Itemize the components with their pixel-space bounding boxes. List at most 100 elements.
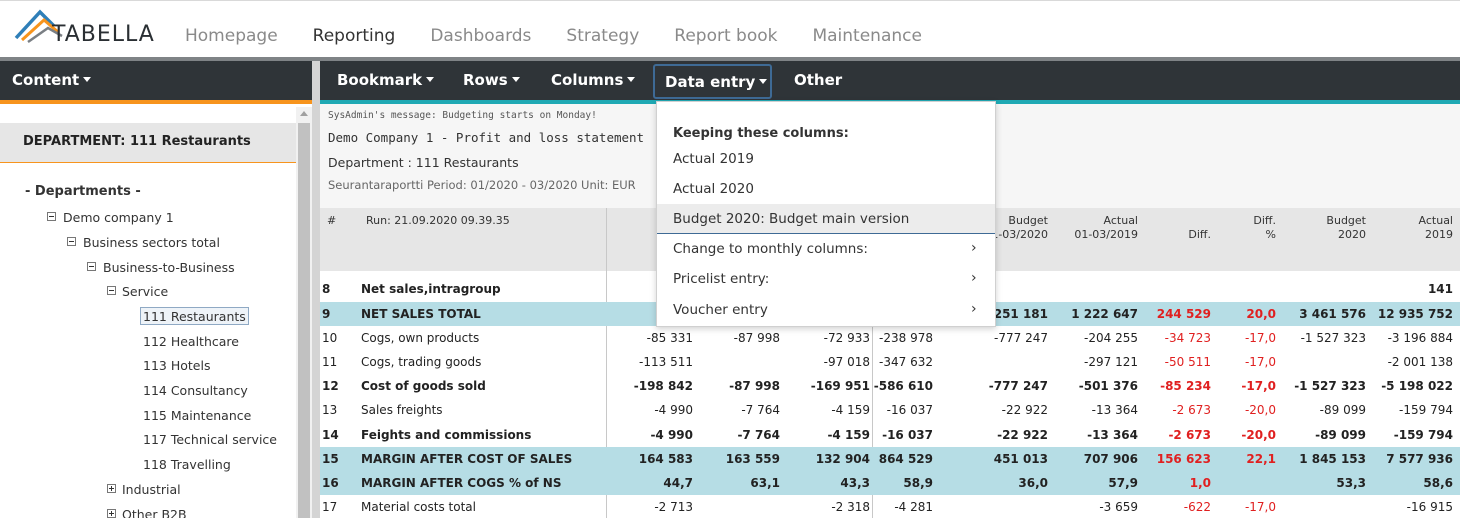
table-row[interactable]: 16 MARGIN AFTER COGS % of NS 44,7 63,1 43,3 5…	[320, 471, 1460, 495]
nav-report-book[interactable]: Report book	[674, 26, 778, 46]
table-cell: -2 673	[1172, 403, 1211, 417]
row-code: 15	[322, 452, 339, 466]
content-menu-button[interactable]: Content	[12, 71, 92, 89]
collapse-icon[interactable]	[87, 262, 96, 271]
collapse-icon[interactable]	[67, 237, 76, 246]
expand-icon[interactable]	[107, 509, 116, 518]
tree-item-unit[interactable]: 113 Hotels	[143, 358, 211, 373]
chevron-right-icon: ›	[971, 240, 977, 256]
table-row[interactable]: 13 Sales freights -4 990 -7 764 -4 159 -16 03…	[320, 398, 1460, 422]
nav-maintenance[interactable]: Maintenance	[812, 26, 922, 46]
table-cell: -169 951	[810, 379, 870, 393]
tree-item-industrial[interactable]: Industrial	[122, 482, 181, 497]
tree-item-unit[interactable]: 117 Technical service	[143, 432, 277, 447]
chevron-right-icon: ›	[971, 270, 977, 286]
header-actual-year-line2: 2019	[1425, 228, 1453, 241]
table-row[interactable]: 14 Feights and commissions -4 990 -7 764 -4 …	[320, 423, 1460, 447]
sidebar-scroll-thumb[interactable]	[298, 123, 310, 518]
table-cell: -16 915	[1406, 500, 1453, 514]
scroll-up-icon[interactable]	[300, 111, 308, 116]
tree-item-unit[interactable]: 114 Consultancy	[143, 383, 248, 398]
data-entry-label: Data entry	[665, 73, 756, 91]
table-cell: 58,9	[903, 476, 933, 490]
tree-root-departments[interactable]: - Departments -	[25, 184, 141, 199]
table-row[interactable]: 10 Cogs, own products -85 331 -87 998 -72 93…	[320, 326, 1460, 350]
tree-item-unit[interactable]: 112 Healthcare	[143, 334, 239, 349]
table-cell: -22 922	[1001, 403, 1048, 417]
rows-menu-button[interactable]: Rows	[463, 71, 520, 89]
table-cell: 63,1	[750, 476, 780, 490]
table-cell: -20,0	[1244, 403, 1276, 417]
table-row[interactable]: 12 Cost of goods sold -198 842 -87 998 -169 …	[320, 374, 1460, 398]
table-cell: -16 037	[882, 428, 933, 442]
data-entry-dropdown: Keeping these columns: Actual 2019 Actua…	[656, 101, 996, 327]
table-cell: 36,0	[1018, 476, 1048, 490]
tree-item-company[interactable]: Demo company 1	[63, 210, 174, 225]
table-row[interactable]: 8 Net sales,intragroup 141	[320, 277, 1460, 301]
table-cell: -87 998	[733, 331, 780, 345]
expand-icon[interactable]	[107, 484, 116, 493]
nav-dashboards[interactable]: Dashboards	[430, 26, 532, 46]
table-cell: -159 794	[1393, 428, 1453, 442]
dropdown-item-monthly-columns[interactable]: Change to monthly columns: ›	[657, 234, 995, 264]
nav-homepage[interactable]: Homepage	[185, 26, 278, 46]
table-cell: -4 990	[650, 428, 693, 442]
dropdown-heading: Keeping these columns:	[673, 126, 849, 141]
row-label: Feights and commissions	[361, 428, 532, 442]
caret-down-icon	[426, 77, 435, 82]
report-title: Demo Company 1 - Profit and loss stateme…	[328, 130, 645, 145]
report-toolbar	[320, 61, 1460, 104]
table-cell: -16 037	[886, 403, 933, 417]
table-cell: -72 933	[823, 331, 870, 345]
tree-item-service[interactable]: Service	[122, 284, 169, 299]
header-actual-period-line1: Actual	[1103, 214, 1138, 227]
table-cell: -4 281	[894, 500, 933, 514]
other-menu-button[interactable]: Other	[794, 71, 842, 89]
header-actual-period: Actual 01-03/2019	[1074, 214, 1138, 242]
table-cell: -238 978	[879, 331, 933, 345]
table-row[interactable]: 17 Material costs total -2 713 -2 318 -4 281…	[320, 495, 1460, 518]
table-cell: -159 794	[1399, 403, 1453, 417]
tree-item-unit[interactable]: 111 Restaurants	[143, 309, 246, 324]
header-row-number: #	[327, 214, 337, 227]
dropdown-item-pricelist-entry[interactable]: Pricelist entry: ›	[657, 264, 995, 294]
header-band	[0, 57, 1460, 61]
sysadmin-message: SysAdmin's message: Budgeting starts on …	[328, 110, 597, 121]
sidebar-accent-line	[0, 100, 312, 104]
table-cell: 53,3	[1336, 476, 1366, 490]
row-label: Cost of goods sold	[361, 379, 486, 393]
table-cell: -4 159	[827, 428, 870, 442]
data-entry-menu-button[interactable]: Data entry	[653, 64, 772, 99]
table-row[interactable]: 15 MARGIN AFTER COST OF SALES 164 583 163 5…	[320, 447, 1460, 471]
table-cell: 12 935 752	[1377, 307, 1453, 321]
table-cell: 22,1	[1246, 452, 1276, 466]
table-cell: 132 904	[815, 452, 870, 466]
tree-item-unit[interactable]: 118 Travelling	[143, 457, 231, 472]
other-label: Other	[794, 71, 843, 89]
tabella-logo-icon	[14, 9, 63, 44]
dropdown-item-actual-2020[interactable]: Actual 2020	[657, 174, 995, 204]
collapse-icon[interactable]	[47, 212, 56, 221]
bookmark-menu-button[interactable]: Bookmark	[337, 71, 435, 89]
table-cell: 1 222 647	[1071, 307, 1138, 321]
table-cell: -89 099	[1319, 403, 1366, 417]
table-cell: -20,0	[1241, 428, 1276, 442]
table-cell: -113 511	[639, 355, 693, 369]
nav-strategy[interactable]: Strategy	[566, 26, 640, 46]
table-cell: -17,0	[1241, 379, 1276, 393]
dropdown-item-actual-2019[interactable]: Actual 2019	[657, 144, 995, 174]
tree-item-sectors[interactable]: Business sectors total	[83, 235, 220, 250]
columns-menu-button[interactable]: Columns	[551, 71, 636, 89]
tabella-logo[interactable]: TABELLA	[14, 8, 164, 50]
collapse-icon[interactable]	[107, 286, 116, 295]
nav-reporting[interactable]: Reporting	[312, 26, 396, 46]
tree-item-unit[interactable]: 115 Maintenance	[143, 408, 252, 423]
tree-item-b2b[interactable]: Business-to-Business	[103, 260, 235, 275]
header-budget-year: Budget 2020	[1326, 214, 1366, 242]
dropdown-item-budget-2020[interactable]: Budget 2020: Budget main version	[657, 204, 995, 234]
dropdown-item-voucher-entry[interactable]: Voucher entry ›	[657, 295, 995, 325]
panel-splitter[interactable]	[312, 61, 320, 518]
table-row[interactable]: 11 Cogs, trading goods -113 511 -97 018 -347…	[320, 350, 1460, 374]
table-cell: -1 527 323	[1294, 379, 1366, 393]
tree-item-other-b2b[interactable]: Other B2B	[122, 507, 187, 518]
